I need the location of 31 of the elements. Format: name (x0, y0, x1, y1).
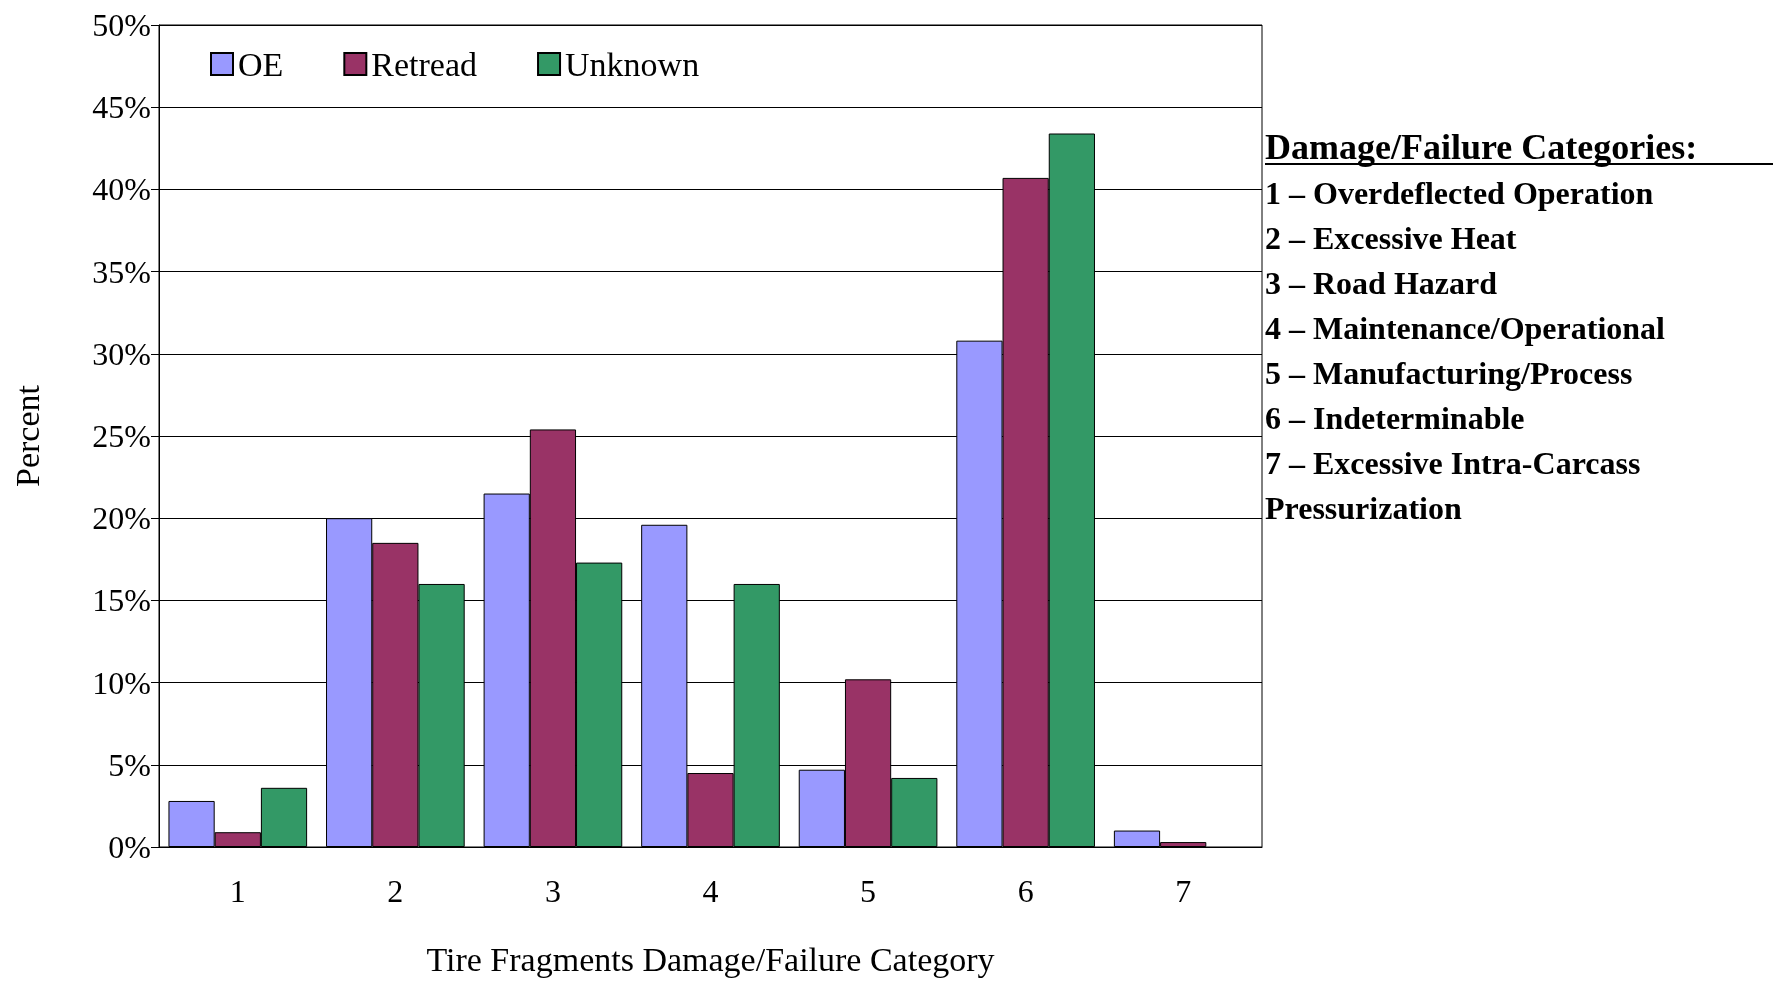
text: 3 – Road Hazard (1265, 264, 1498, 301)
text: 4 – Maintenance/Operational (1265, 309, 1666, 346)
text: 1 – Overdeflected Operation (1265, 174, 1654, 211)
y-tick-label: 50% (92, 7, 151, 43)
text: 2 – Excessive Heat (1265, 219, 1517, 256)
x-tick-label: 5 (860, 873, 877, 909)
x-tick-label: 4 (702, 873, 719, 909)
y-tick-label: 20% (92, 500, 151, 537)
y-tick-label: 5% (108, 746, 151, 783)
x-tick-label: 2 (387, 873, 404, 909)
x-axis-title: Tire Fragments Damage/Failure Category (426, 940, 995, 978)
text: 7 – Excessive Intra-Carcass Pressurization (1265, 444, 1649, 526)
y-axis-title: Percent (8, 384, 46, 487)
y-tick-label: 10% (92, 664, 151, 701)
y-tick-label: 15% (92, 582, 151, 619)
y-tick-label: 25% (92, 418, 151, 454)
x-tick-label: 7 (1175, 873, 1192, 909)
legend-label: OE (238, 45, 284, 83)
y-tick-label: 35% (92, 253, 151, 290)
text: Damage/Failure Categories: (1265, 126, 1698, 167)
y-tick-label: 45% (92, 89, 151, 126)
legend-label: Retread (371, 45, 478, 83)
x-tick-label: 6 (1017, 873, 1034, 909)
legend-label: Unknown (565, 45, 700, 83)
y-tick-label: 30% (92, 335, 151, 372)
y-tick-label: 40% (92, 171, 151, 208)
y-tick-label: 0% (108, 829, 151, 865)
x-tick-label: 3 (544, 873, 561, 909)
text: 5 – Manufacturing/Process (1265, 354, 1633, 391)
x-tick-label: 1 (229, 873, 246, 909)
text: 6 – Indeterminable (1265, 399, 1525, 436)
